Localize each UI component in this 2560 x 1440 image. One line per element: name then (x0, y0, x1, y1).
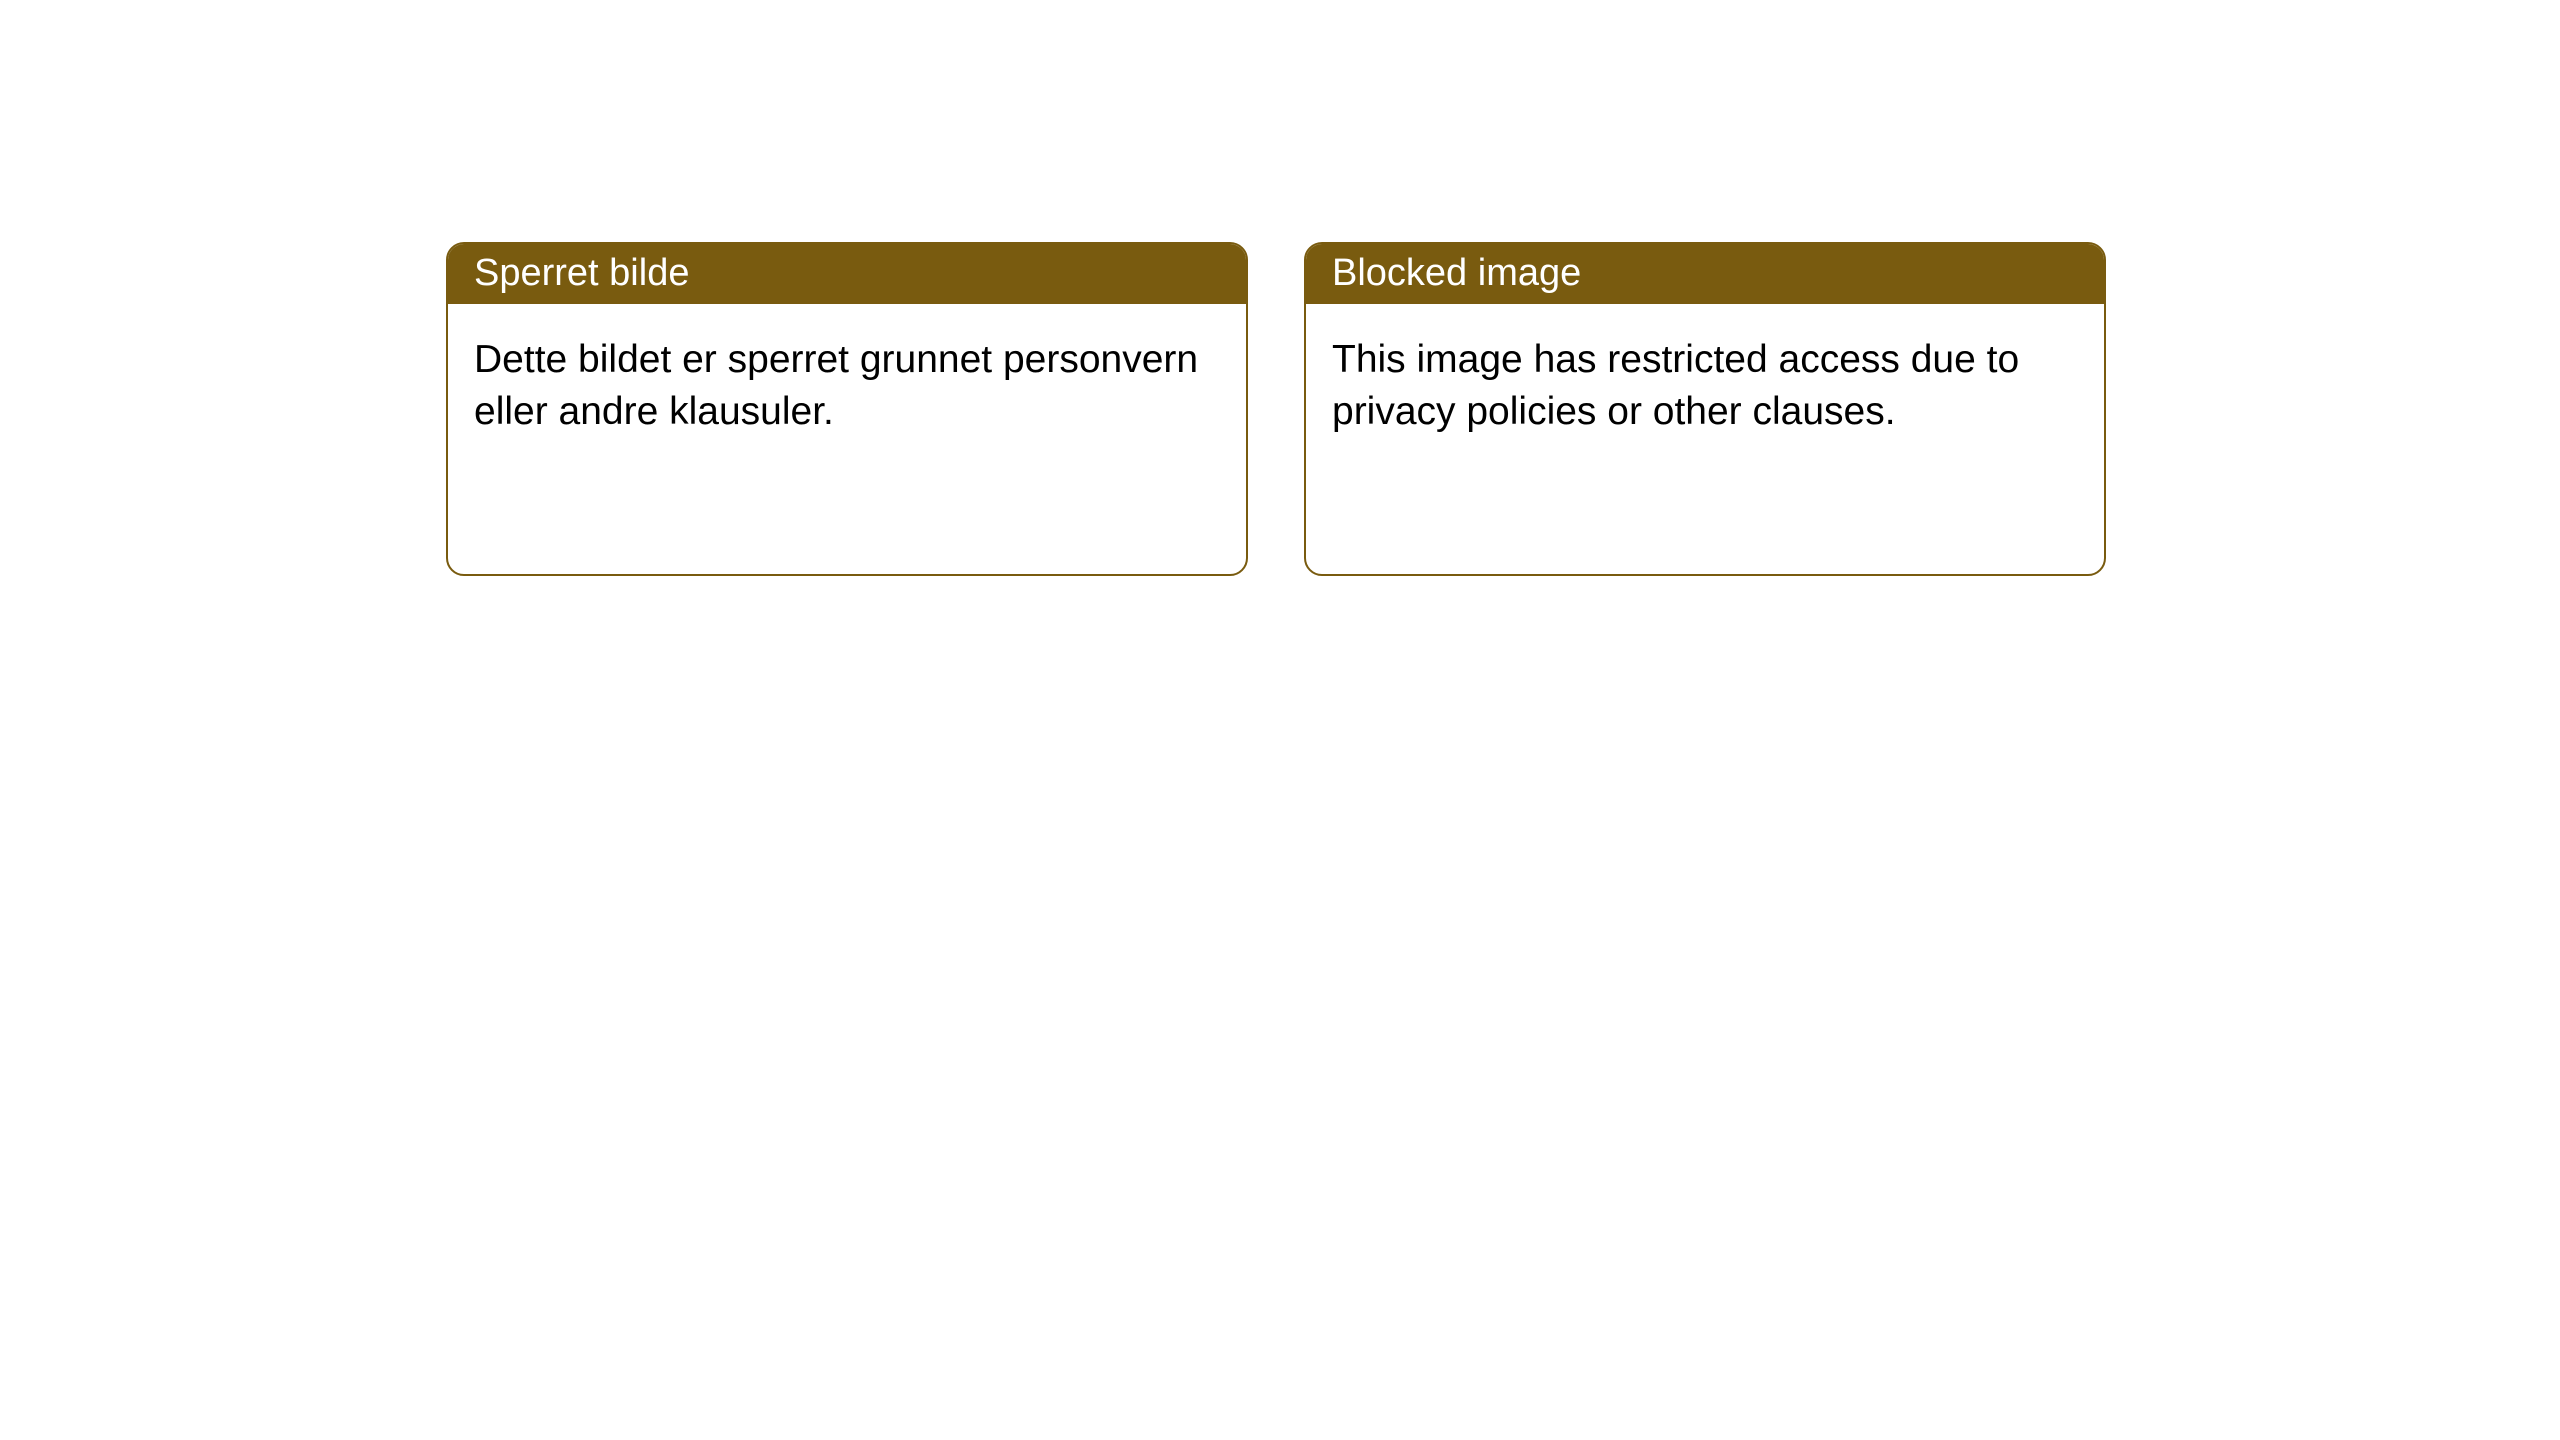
notice-card-norwegian: Sperret bilde Dette bildet er sperret gr… (446, 242, 1248, 576)
notice-header: Sperret bilde (448, 244, 1246, 304)
notice-card-english: Blocked image This image has restricted … (1304, 242, 2106, 576)
notice-body: This image has restricted access due to … (1306, 304, 2104, 469)
notice-container: Sperret bilde Dette bildet er sperret gr… (0, 0, 2560, 576)
notice-header: Blocked image (1306, 244, 2104, 304)
notice-title: Sperret bilde (474, 252, 689, 295)
notice-title: Blocked image (1332, 252, 1581, 295)
notice-text: This image has restricted access due to … (1332, 334, 2078, 439)
notice-text: Dette bildet er sperret grunnet personve… (474, 334, 1220, 439)
notice-body: Dette bildet er sperret grunnet personve… (448, 304, 1246, 469)
